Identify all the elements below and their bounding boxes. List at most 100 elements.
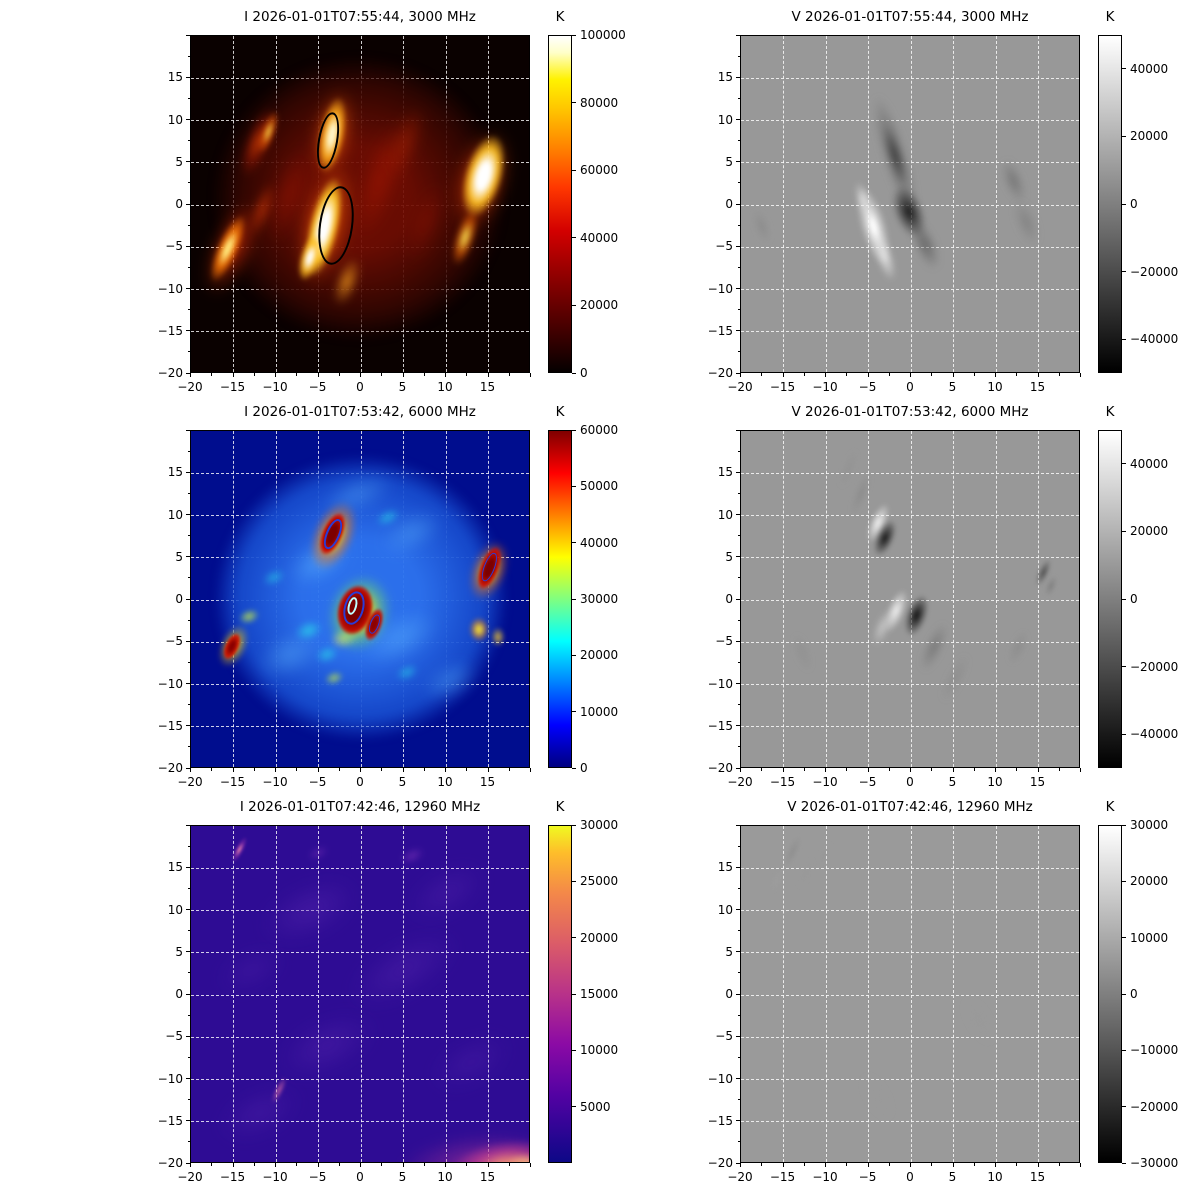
colorbar-tick-label: −40000	[1130, 332, 1179, 347]
x-tick-label: 5	[398, 380, 407, 394]
x-minor-tick	[338, 1163, 340, 1166]
x-minor-tick	[508, 1163, 510, 1166]
gridline	[191, 952, 529, 954]
y-minor-tick	[737, 266, 740, 268]
gridline	[868, 431, 869, 767]
y-tick-label: −15	[157, 1113, 183, 1128]
x-minor-tick	[1058, 373, 1060, 376]
colorbar-tick	[572, 1049, 576, 1051]
y-major-tick	[736, 598, 740, 600]
x-tick-label: 10	[987, 775, 1003, 789]
y-tick-label: −5	[715, 239, 733, 254]
y-minor-tick	[187, 535, 190, 537]
y-major-tick	[186, 1162, 190, 1164]
colorbar	[1098, 430, 1122, 768]
x-major-tick	[275, 1163, 276, 1167]
colorbar-unit-label: K	[555, 404, 565, 420]
x-major-tick	[782, 1163, 784, 1167]
x-tick-label: 15	[1029, 1170, 1046, 1184]
gridline	[360, 826, 362, 1162]
x-major-tick	[910, 373, 911, 377]
x-major-tick	[825, 373, 826, 377]
y-tick-label: −15	[157, 718, 183, 733]
colorbar-tick	[572, 993, 576, 995]
y-tick-label: 15	[167, 860, 183, 875]
x-minor-tick	[423, 373, 425, 376]
colorbar	[548, 430, 572, 768]
feature-blob	[211, 1076, 307, 1151]
x-major-tick	[317, 768, 319, 772]
gridline	[445, 826, 447, 1162]
panel-title: I 2026-01-01T07:42:46, 12960 MHz	[239, 799, 481, 815]
colorbar-tick	[1122, 993, 1126, 995]
panel-title: I 2026-01-01T07:53:42, 6000 MHz	[244, 404, 476, 420]
gridline	[741, 726, 1079, 728]
y-tick-label: −10	[707, 676, 733, 691]
y-major-tick	[186, 429, 190, 431]
y-major-tick	[186, 598, 190, 600]
y-tick-label: 15	[717, 860, 733, 875]
colorbar-tick-label: −30000	[1130, 1156, 1179, 1170]
gridline	[741, 867, 1079, 869]
y-major-tick	[186, 288, 190, 289]
x-minor-tick	[466, 768, 468, 771]
x-major-tick	[952, 373, 954, 377]
feature-blob	[748, 207, 774, 246]
colorbar-tick	[572, 429, 576, 431]
x-minor-tick	[296, 373, 298, 376]
x-minor-tick	[508, 373, 510, 376]
x-major-tick	[190, 768, 191, 772]
y-major-tick	[186, 330, 190, 332]
y-minor-tick	[737, 619, 740, 621]
y-tick-label: −20	[707, 761, 733, 775]
y-tick-label: 5	[175, 154, 183, 169]
colorbar-tick	[1122, 271, 1126, 273]
colorbar-tick-label: 50000	[580, 479, 619, 494]
y-major-tick	[736, 429, 740, 431]
y-major-tick	[186, 245, 190, 247]
y-tick-label: −5	[165, 1029, 183, 1044]
colorbar-tick-label: 0	[580, 761, 588, 775]
colorbar-tick	[572, 237, 576, 239]
x-major-tick	[402, 373, 404, 377]
y-tick-label: −5	[165, 634, 183, 649]
colorbar-tick	[572, 654, 576, 656]
x-major-tick	[190, 1163, 191, 1167]
y-minor-tick	[187, 619, 190, 621]
y-tick-label: 5	[725, 154, 733, 169]
y-major-tick	[186, 161, 190, 163]
colorbar-unit-label: K	[555, 799, 565, 815]
colorbar-tick-label: 40000	[1130, 456, 1169, 471]
y-minor-tick	[737, 351, 740, 353]
feature-blob	[424, 1023, 519, 1102]
feature-blob	[490, 627, 506, 647]
colorbar-tick	[1122, 824, 1126, 826]
y-minor-tick	[187, 746, 190, 748]
colorbar-tick	[1122, 1162, 1126, 1164]
stokes-i-3000mhz-panel: I 2026-01-01T07:55:44, 3000 MHz K −20 −15…	[158, 9, 626, 394]
x-tick-label: 5	[398, 775, 407, 789]
y-minor-tick	[187, 1141, 190, 1143]
stokes-i-12960mhz-panel: I 2026-01-01T07:42:46, 12960 MHz K −20 −1…	[158, 799, 619, 1184]
gridline	[741, 289, 1079, 290]
y-tick-label: −15	[707, 1113, 733, 1128]
x-tick-label: 15	[479, 380, 496, 394]
feature-blob	[957, 993, 1001, 1048]
x-minor-tick	[338, 373, 340, 376]
colorbar-tick	[1122, 203, 1126, 205]
y-tick-label: 0	[725, 197, 733, 211]
y-tick-label: 0	[175, 987, 183, 1001]
x-major-tick	[487, 373, 489, 377]
gridline	[741, 641, 1079, 643]
y-tick-label: 10	[167, 112, 183, 127]
gridline	[191, 994, 529, 996]
x-major-tick	[995, 768, 996, 772]
x-tick-label: −20	[727, 380, 753, 394]
colorbar-tick	[1122, 666, 1126, 668]
y-major-tick	[186, 556, 190, 558]
colorbar	[548, 35, 572, 373]
y-minor-tick	[187, 887, 190, 889]
y-major-tick	[736, 161, 740, 163]
y-minor-tick	[737, 224, 740, 226]
x-minor-tick	[296, 1163, 298, 1166]
